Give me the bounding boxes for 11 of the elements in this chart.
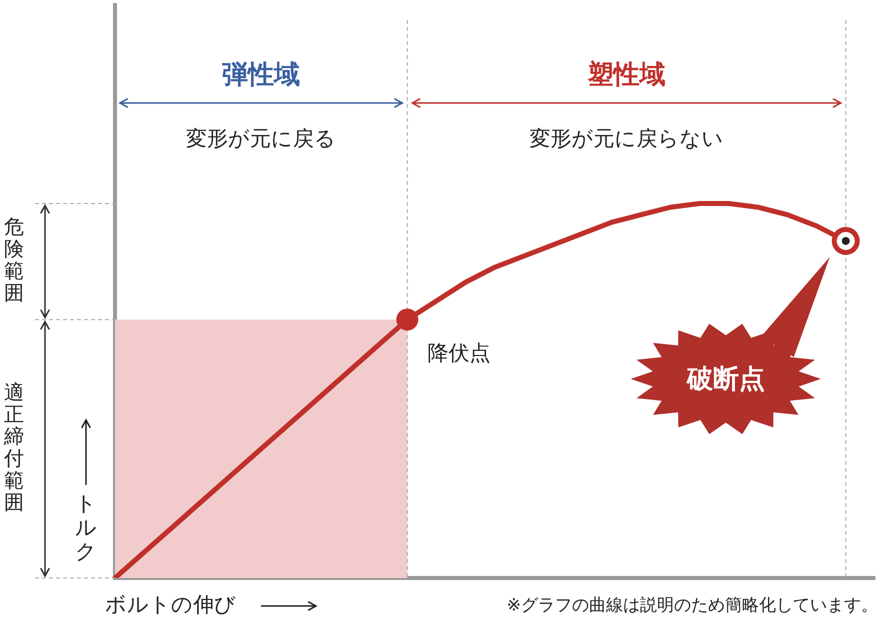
text: 塑性域 <box>586 60 666 90</box>
text: 弾性域 <box>222 60 300 90</box>
text: ※グラフの曲線は説明のため簡略化しています。 <box>506 595 878 616</box>
text: 変形が元に戻る <box>186 126 336 150</box>
x-axis-title: ボルトの伸び <box>105 592 236 616</box>
text: 変形が元に戻らない <box>530 126 724 150</box>
y-axis-title: トルク <box>75 491 97 564</box>
text: 危険範囲 <box>4 214 24 305</box>
annotation: 降伏点 <box>427 341 490 366</box>
annotation: 破断点 <box>686 363 765 396</box>
text: 適正締付範囲 <box>3 380 24 514</box>
